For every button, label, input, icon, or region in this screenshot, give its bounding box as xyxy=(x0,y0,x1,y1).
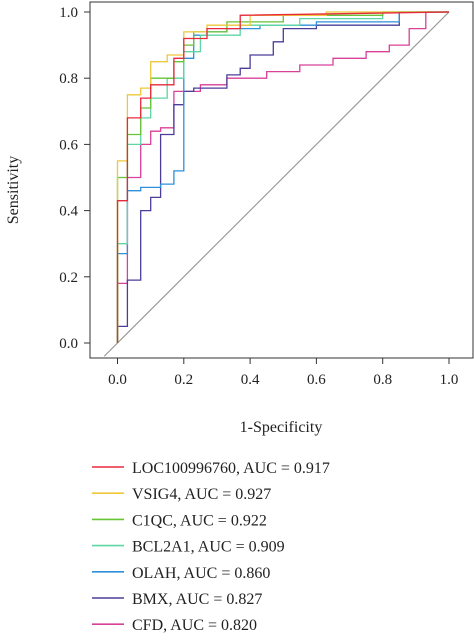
x-tick-label: 0.8 xyxy=(373,372,392,388)
x-tick-label: 0.2 xyxy=(174,372,193,388)
x-tick-label: 1.0 xyxy=(440,372,459,388)
axes: 0.0 0.2 0.4 0.6 0.8 1.0 0.0 0.2 0.4 0.6 0.8 1.0 xyxy=(59,1,474,388)
x-tick-label: 0.0 xyxy=(108,372,127,388)
x-tick-label: 0.4 xyxy=(241,372,260,388)
legend-label: LOC100996760, AUC = 0.917 xyxy=(132,460,330,477)
legend-label: C1QC, AUC = 0.922 xyxy=(132,512,267,529)
legend-label: BMX, AUC = 0.827 xyxy=(132,591,262,608)
roc-curve-5 xyxy=(116,11,449,343)
legend-label: BCL2A1, AUC = 0.909 xyxy=(132,539,285,556)
y-tick-label: 1.0 xyxy=(59,5,78,21)
legend-label: VSIG4, AUC = 0.927 xyxy=(132,486,271,503)
y-tick-label: 0.0 xyxy=(59,336,78,352)
x-axis-label: 1-Specificity xyxy=(240,419,323,436)
roc-curve-4 xyxy=(116,11,449,343)
y-axis-label: Sensitivity xyxy=(5,156,22,224)
roc-curve-3 xyxy=(116,11,449,343)
y-tick-label: 0.4 xyxy=(59,204,78,220)
reference-line xyxy=(103,11,450,357)
legend-label: CFD, AUC = 0.820 xyxy=(132,617,257,634)
y-tick-label: 0.8 xyxy=(59,71,78,87)
plot-area xyxy=(103,11,450,357)
y-tick-label: 0.6 xyxy=(59,137,78,153)
legend-label: OLAH, AUC = 0.860 xyxy=(132,565,270,582)
legend: LOC100996760, AUC = 0.917 VSIG4, AUC = 0.… xyxy=(92,460,330,634)
y-tick-label: 0.2 xyxy=(59,270,78,286)
x-tick-label: 0.6 xyxy=(307,372,326,388)
roc-curve-1 xyxy=(116,11,450,343)
plot-frame xyxy=(89,1,474,359)
roc-curve-6 xyxy=(116,11,449,343)
